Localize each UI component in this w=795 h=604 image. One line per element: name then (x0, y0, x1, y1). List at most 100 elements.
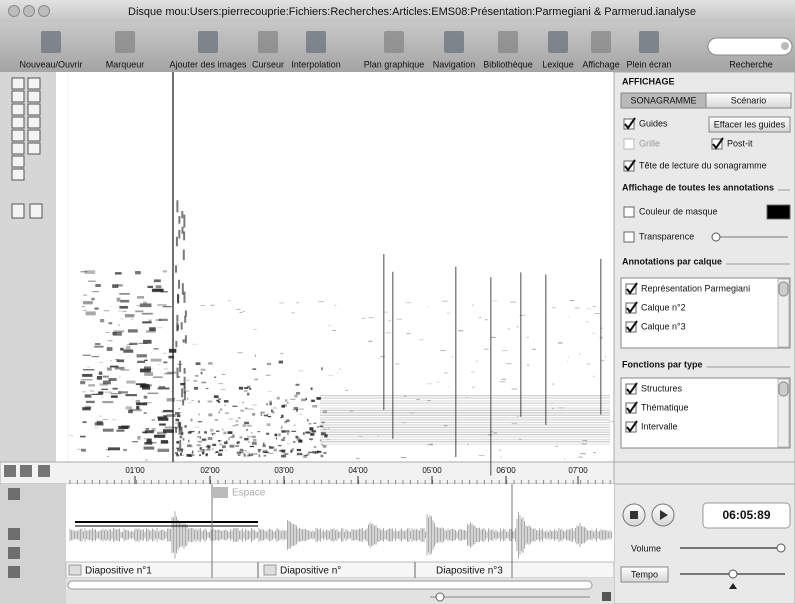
scrollbar[interactable] (67, 580, 593, 590)
toolbar-icon[interactable] (41, 31, 61, 53)
toolbar-icon[interactable] (115, 31, 135, 53)
checkbox-label[interactable]: Grille (639, 138, 660, 148)
checkbox-label[interactable]: Couleur de masque (639, 206, 718, 216)
tempo-label[interactable]: Tempo (631, 569, 658, 579)
tab[interactable] (705, 92, 792, 109)
toolbar-icon[interactable] (498, 31, 518, 53)
search-clear[interactable] (781, 42, 789, 50)
slide-label[interactable]: Diapositive n°3 (436, 566, 503, 577)
zoom-max-icon[interactable] (602, 592, 611, 601)
tool-icon[interactable] (27, 90, 41, 103)
track-icon[interactable] (8, 488, 20, 500)
tool-icon[interactable] (11, 77, 25, 90)
checkbox-label[interactable]: Tête de lecture du sonagramme (639, 160, 767, 170)
track-icon[interactable] (8, 547, 20, 559)
toolbar-icon[interactable] (306, 31, 326, 53)
slide-label[interactable]: Diapositive n° (280, 566, 341, 577)
slider-knob[interactable] (776, 543, 786, 553)
tab-label[interactable]: SONAGRAMME (630, 95, 696, 105)
track-icon[interactable] (38, 465, 50, 477)
checkbox-label[interactable]: Transparence (639, 231, 694, 241)
clear-guides-button[interactable] (708, 116, 791, 133)
tool-icon[interactable] (11, 155, 25, 168)
track-icon[interactable] (8, 528, 20, 540)
checkbox[interactable] (623, 138, 635, 150)
list-scroll-thumb[interactable] (778, 281, 789, 297)
checkbox-label[interactable]: Représentation Parmegiani (641, 283, 750, 293)
toolbar-icon[interactable] (548, 31, 568, 53)
toolbar-label[interactable]: Lexique (542, 59, 574, 69)
toolbar-label[interactable]: Ajouter des images (169, 59, 247, 69)
checkbox[interactable] (625, 421, 637, 433)
toolbar-icon[interactable] (639, 31, 659, 53)
toolbar-label[interactable]: Navigation (433, 59, 476, 69)
toolbar-icon[interactable] (444, 31, 464, 53)
tool-icon[interactable] (27, 77, 41, 90)
checkbox-label[interactable]: Intervalle (641, 421, 678, 431)
toolbar-label[interactable]: Marqueur (106, 59, 145, 69)
tool-icon[interactable] (27, 103, 41, 116)
clear-guides-label[interactable]: Effacer les guides (714, 119, 786, 129)
checkbox[interactable] (623, 118, 635, 130)
checkbox[interactable] (623, 206, 635, 218)
toolbar-label[interactable]: Curseur (252, 59, 284, 69)
tool-icon[interactable] (11, 103, 25, 116)
toolbar-label[interactable]: Plein écran (626, 59, 671, 69)
tool-icon[interactable] (11, 168, 25, 181)
list-scroll-thumb[interactable] (778, 381, 789, 397)
sonogram-texture (186, 379, 190, 381)
tool-icon[interactable] (11, 129, 25, 142)
track-icon[interactable] (20, 465, 32, 477)
toolbar-label[interactable]: Interpolation (291, 59, 341, 69)
toolbar-icon[interactable] (198, 31, 218, 53)
checkbox-label[interactable]: Thématique (641, 402, 689, 412)
tool-icon[interactable] (27, 142, 41, 155)
slider-knob[interactable] (728, 569, 738, 579)
minimize-button[interactable] (23, 5, 35, 17)
checkbox-label[interactable]: Guides (639, 118, 668, 128)
checkbox-label[interactable]: Calque n°2 (641, 302, 686, 312)
tool-icon[interactable] (11, 90, 25, 103)
track-icon[interactable] (8, 566, 20, 578)
list-scrollbar[interactable] (777, 278, 790, 348)
tempo-button[interactable] (620, 566, 669, 583)
sonogram-texture (166, 398, 176, 402)
checkbox[interactable] (623, 160, 635, 172)
tool-icon[interactable] (27, 116, 41, 129)
checkbox[interactable] (625, 402, 637, 414)
tool-icon[interactable] (11, 142, 25, 155)
checkbox-label[interactable]: Post-it (727, 138, 753, 148)
mask-color[interactable] (766, 204, 791, 220)
toolbar-icon[interactable] (384, 31, 404, 53)
checkbox[interactable] (623, 231, 635, 243)
tool-icon[interactable] (29, 203, 43, 219)
slider-knob[interactable] (711, 232, 721, 242)
tool-icon[interactable] (11, 116, 25, 129)
checkbox[interactable] (625, 283, 637, 295)
checkbox[interactable] (711, 138, 723, 150)
toolbar-icon[interactable] (591, 31, 611, 53)
tool-icon[interactable] (27, 129, 41, 142)
slide-label[interactable]: Diapositive n°1 (85, 566, 152, 577)
checkbox[interactable] (625, 302, 637, 314)
tab-label[interactable]: Scénario (731, 95, 767, 105)
toolbar-icon[interactable] (258, 31, 278, 53)
checkbox[interactable] (625, 321, 637, 333)
close-button[interactable] (8, 5, 20, 17)
track-icon[interactable] (4, 465, 16, 477)
search-field[interactable] (707, 37, 793, 56)
checkbox-label[interactable]: Calque n°3 (641, 321, 686, 331)
zoom-button[interactable] (38, 5, 50, 17)
toolbar-label[interactable]: Bibliothèque (483, 59, 533, 69)
tool-icon[interactable] (11, 203, 25, 219)
sonogram-texture (153, 376, 163, 378)
list-scrollbar[interactable] (777, 378, 790, 448)
sonogram-texture (183, 391, 186, 401)
toolbar-label[interactable]: Plan graphique (364, 59, 425, 69)
checkbox[interactable] (625, 383, 637, 395)
zoom-knob[interactable] (435, 592, 445, 602)
checkbox-label[interactable]: Structures (641, 383, 683, 393)
sonogram-texture (143, 395, 148, 399)
toolbar-label[interactable]: Affichage (582, 59, 619, 69)
toolbar-label[interactable]: Nouveau/Ouvrir (19, 59, 82, 69)
